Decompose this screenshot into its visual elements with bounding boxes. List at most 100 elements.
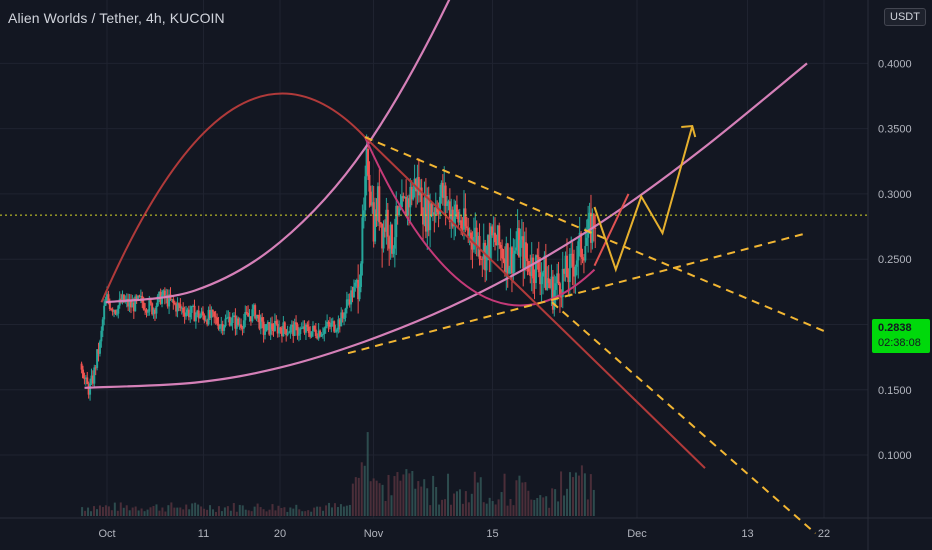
candle-body [477,235,480,246]
candle-body [190,306,193,313]
candle-body [529,271,532,277]
candle-body [422,215,425,225]
candle-body [286,333,289,336]
volume-bar [542,497,545,516]
candle-body [537,257,540,273]
candle-body [121,294,124,303]
volume-bar [194,502,197,516]
candle-body [457,211,460,223]
volume-bar [328,502,331,516]
candle-body [338,319,341,327]
volume-bar [566,488,569,516]
volume-bar [116,510,119,516]
volume-bar [399,480,402,516]
candle-body [534,255,537,284]
candle-body [506,243,509,274]
candle-body [426,194,429,232]
candle-body [139,295,142,297]
candle-body [283,322,286,330]
candle-body [196,310,199,315]
volume-bar [339,504,342,516]
candle-body [279,327,282,331]
volume-bar [336,507,339,516]
candle-body [199,315,202,319]
candle-body [567,277,570,283]
candle-body [413,178,416,189]
candle-body [568,254,571,283]
candle-body [518,228,521,257]
candle-body [324,326,327,329]
candle-body [464,208,467,227]
candle-body [475,227,478,246]
time-tick-label: 15 [486,528,498,540]
candle-body [156,295,159,306]
candle-body [290,324,293,327]
candle-body [348,299,351,305]
candle-body [374,209,377,242]
candle-body [462,208,465,230]
candle-body [460,220,463,229]
volume-bar [298,509,301,516]
candle-body [440,182,443,197]
candle-body [300,328,303,330]
candle-body [312,325,315,332]
dashed-trend-line [551,301,817,535]
candle-body [412,188,415,200]
volume-bar [530,499,533,516]
candle-body [221,324,224,331]
volume-bar [268,509,271,516]
volume-bar [191,503,194,516]
candle-body [240,324,243,328]
volume-bar [524,482,527,516]
candle-body [541,272,544,277]
candle-body [187,309,190,318]
price-tick-label: 0.4000 [878,58,912,70]
volume-bar [563,495,566,516]
candle-body [371,202,374,206]
candle-body [271,323,274,330]
candle-body [570,253,573,255]
volume-bar [107,506,110,516]
candle-body [210,310,213,318]
candle-body [173,302,176,305]
volume-bar [301,511,304,516]
candle-body [265,324,268,332]
candle-body [228,316,231,326]
candle-body [335,329,338,332]
candle-body [114,310,117,314]
candle-body [186,309,189,313]
candle-body [122,294,125,303]
candle-body [117,305,120,314]
candle-body [299,328,302,334]
candle-body [501,248,504,259]
candle-body [532,257,535,279]
candle-body [209,309,212,318]
candle-body [551,276,554,310]
current-price-tag: 0.2838 02:38:08 [872,319,930,353]
candle-body [573,266,576,277]
currency-badge[interactable]: USDT [884,8,926,26]
candle-body [293,322,296,336]
candle-body [484,242,487,271]
candle-body [405,197,408,216]
time-tick-label: 22 [818,528,830,540]
candle-body [550,276,553,288]
candle-body [310,331,313,337]
volume-bar [354,477,357,516]
candle-body [111,309,114,312]
red-arc-curve [100,92,366,303]
volume-bar [167,505,170,516]
volume-bar [220,511,223,516]
candle-body [93,367,96,384]
volume-bar [387,474,390,516]
volume-bar [366,432,369,516]
volume-bar [494,504,497,516]
candle-body [437,212,440,215]
price-tick-label: 0.1000 [878,450,912,462]
volume-bar [134,506,137,516]
volume-bar [313,507,316,516]
candle-body [259,317,262,329]
candle-body [486,235,489,247]
